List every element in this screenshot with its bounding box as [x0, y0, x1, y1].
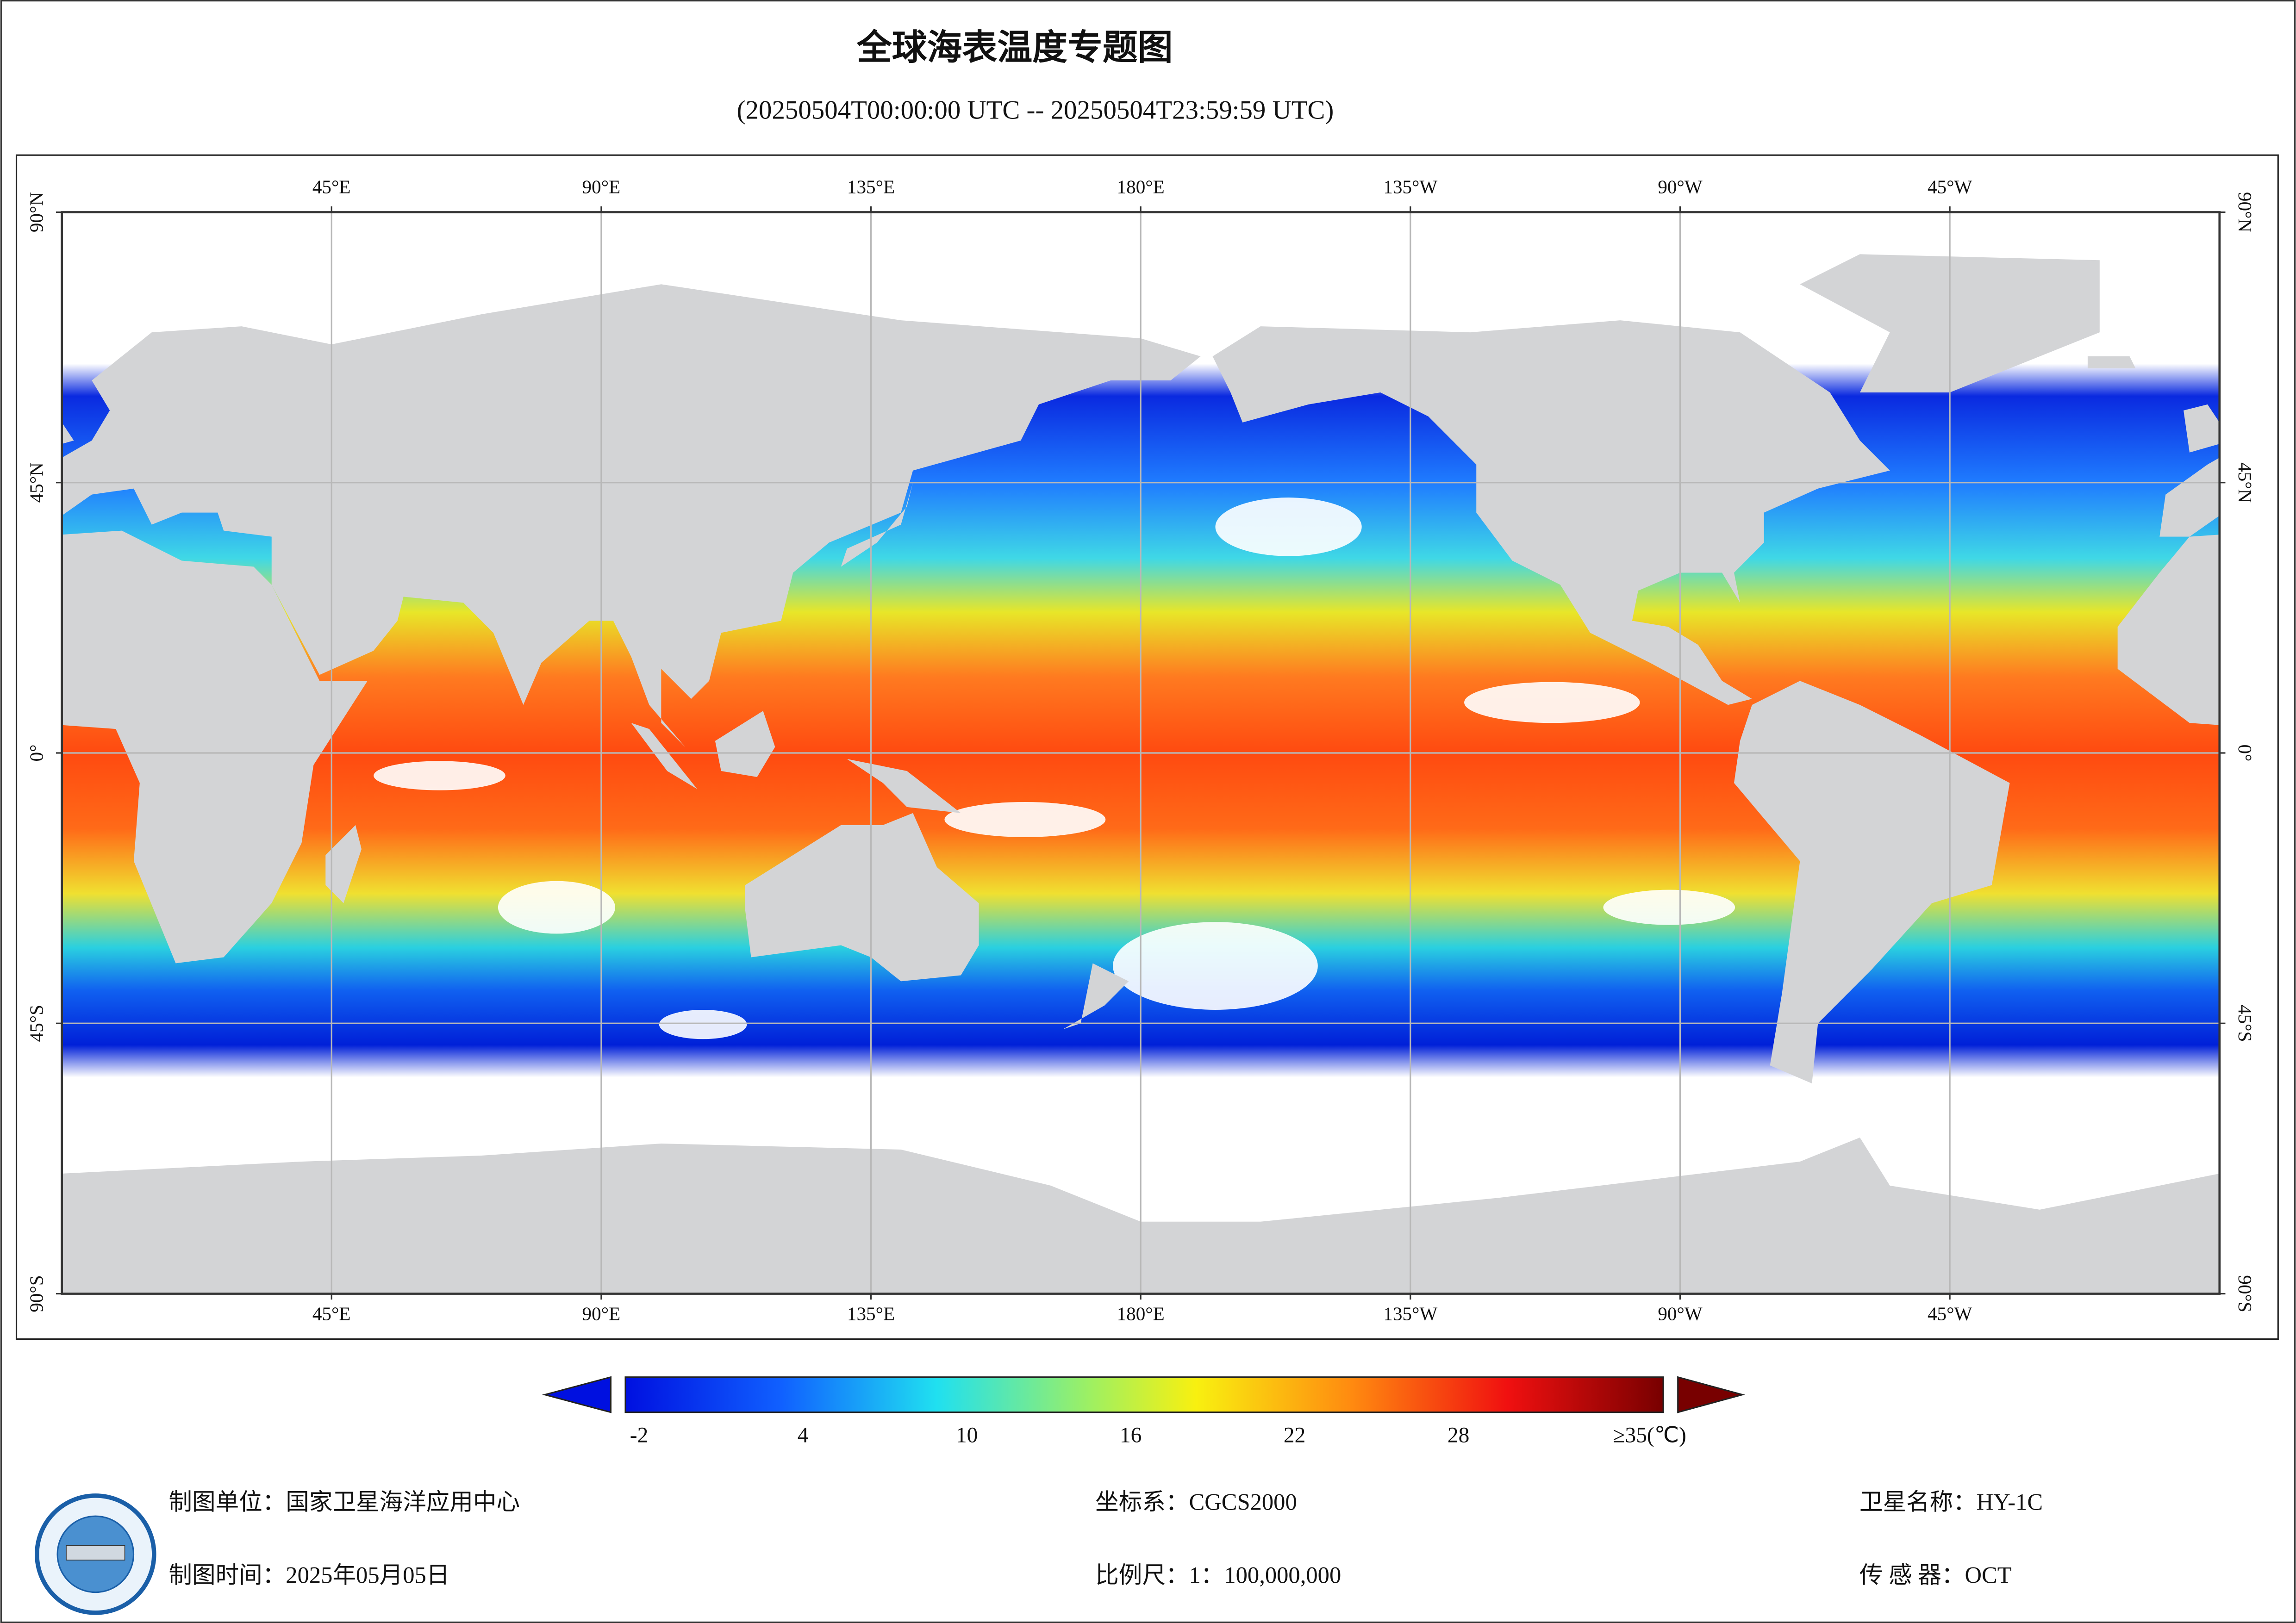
- coordinate-system: 坐标系：CGCS2000: [1095, 1489, 1297, 1515]
- lon-label: 135°E: [847, 176, 895, 197]
- colorbar-low-arrow: [542, 1376, 612, 1413]
- lat-label: 0°: [25, 745, 47, 762]
- map-time: 制图时间：2025年05月05日: [168, 1562, 449, 1588]
- colorbar-high-arrow: [1677, 1376, 1745, 1413]
- lat-label: 90°N: [25, 192, 47, 232]
- lon-label: 135°E: [847, 1303, 895, 1324]
- cloud-gaps: [374, 477, 1947, 1039]
- colorbar-label: 16: [1120, 1423, 1142, 1447]
- title: 全球海表温度专题图: [856, 27, 1173, 68]
- lon-label: 45°E: [312, 1303, 351, 1324]
- map-frame: [15, 154, 2279, 1340]
- lat-label: 45°S: [2234, 1005, 2256, 1042]
- lon-label: 45°W: [1928, 176, 1972, 197]
- map-unit: 制图单位：国家卫星海洋应用中心: [168, 1489, 520, 1515]
- colorbar-label: 22: [1284, 1423, 1305, 1447]
- lat-label: 0°: [2234, 745, 2256, 762]
- colorbar-label: 4: [798, 1423, 809, 1447]
- lat-label: 45°N: [25, 462, 47, 503]
- lon-label: 135°W: [1383, 1303, 1437, 1324]
- colorbar-label: -2: [630, 1423, 649, 1447]
- lon-label: 90°E: [582, 1303, 621, 1324]
- sensor: 传 感 器：OCT: [1859, 1562, 2012, 1588]
- colorbar-label: 28: [1447, 1423, 1469, 1447]
- lat-label: 90°S: [25, 1275, 47, 1312]
- lon-label: 45°W: [1928, 1303, 1972, 1324]
- satellite: 卫星名称：HY-1C: [1859, 1489, 2043, 1515]
- logo: [35, 1493, 156, 1615]
- lat-label: 90°N: [2234, 192, 2256, 232]
- subtitle: (20250504T00:00:00 UTC -- 20250504T23:59…: [737, 96, 1334, 125]
- lon-label: 90°W: [1658, 176, 1703, 197]
- lon-label: 90°W: [1658, 1303, 1703, 1324]
- colorbar-label: 10: [956, 1423, 978, 1447]
- map-border: [61, 211, 2221, 1295]
- colorbar: [624, 1376, 1664, 1413]
- scale: 比例尺：1：100,000,000: [1095, 1562, 1341, 1588]
- lon-label: 45°E: [312, 176, 351, 197]
- lat-label: 45°S: [25, 1005, 47, 1042]
- colorbar-ticks: -2 4 10 16 22 28 ≥35(℃): [630, 1423, 1686, 1447]
- lon-label: 180°E: [1117, 1303, 1165, 1324]
- lon-label: 180°E: [1117, 176, 1165, 197]
- lat-label: 45°N: [2234, 462, 2256, 503]
- lon-label: 135°W: [1383, 176, 1437, 197]
- lat-label: 90°S: [2234, 1275, 2256, 1312]
- lon-label: 90°E: [582, 176, 621, 197]
- colorbar-label: ≥35(℃): [1613, 1423, 1686, 1447]
